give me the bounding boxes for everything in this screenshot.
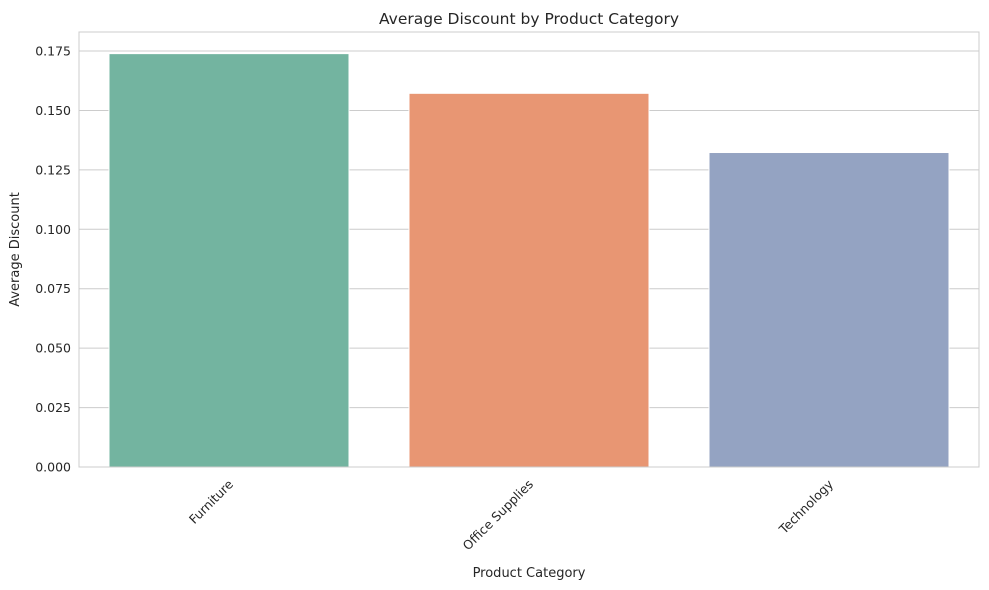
bar-office-supplies	[408, 92, 650, 468]
y-tick-label: 0.150	[35, 103, 71, 118]
y-tick-label: 0.175	[35, 44, 71, 59]
bar-furniture	[108, 53, 350, 468]
bars	[108, 53, 950, 468]
plot-frame	[78, 31, 980, 468]
y-axis-title: Average Discount	[8, 192, 23, 307]
x-axis-title: Product Category	[473, 566, 586, 581]
y-tick-label: 0.000	[35, 460, 71, 475]
y-tick-label: 0.075	[35, 281, 71, 296]
y-tick-label: 0.025	[35, 400, 71, 415]
y-tick-labels: 0.000 0.025 0.050 0.075 0.100 0.125 0.150 0.175	[35, 44, 71, 475]
x-tick-labels: Furniture Office Supplies Technology	[186, 476, 837, 553]
x-tick-label: Office Supplies	[460, 477, 537, 554]
bar-technology	[708, 152, 950, 468]
x-tick-label: Furniture	[186, 476, 237, 527]
y-tick-label: 0.125	[35, 162, 71, 177]
y-tick-label: 0.100	[35, 222, 71, 237]
y-tick-label: 0.050	[35, 341, 71, 356]
chart-title: Average Discount by Product Category	[379, 10, 679, 28]
x-tick-label: Technology	[775, 476, 836, 537]
